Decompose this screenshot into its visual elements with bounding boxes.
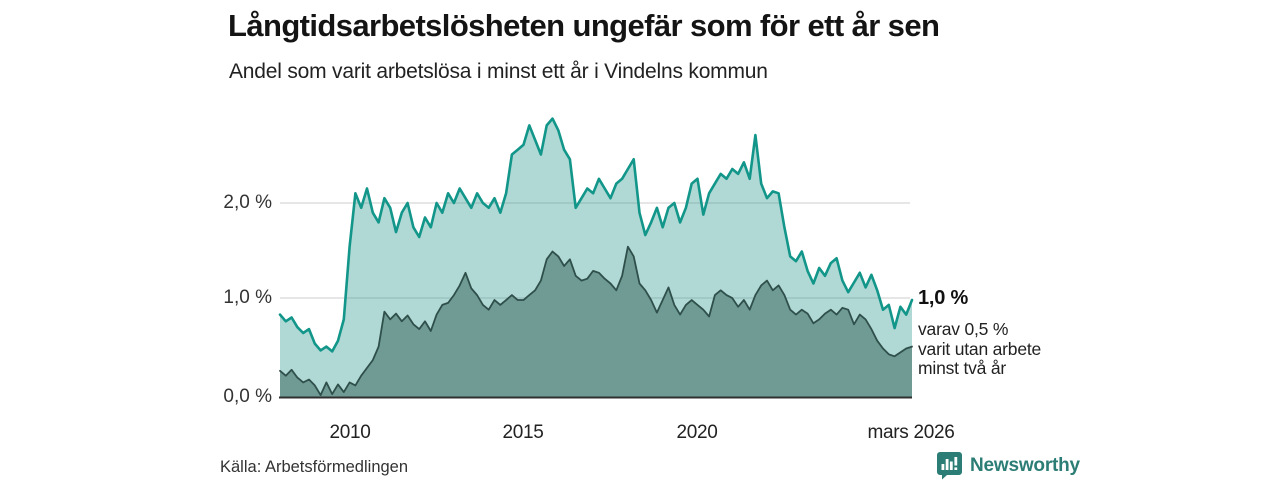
x-axis-label-2010: 2010 xyxy=(329,422,371,443)
end-value-note: varav 0,5 % varit utan arbete minst två … xyxy=(918,319,1042,379)
newsworthy-logo-icon xyxy=(937,452,962,480)
y-axis-label-1: 1,0 % xyxy=(223,287,272,308)
series-two-years-area xyxy=(280,246,912,397)
x-axis-label-2020: 2020 xyxy=(676,422,718,443)
y-axis-label-2: 2,0 % xyxy=(223,192,272,213)
chart-subtitle: Andel som varit arbetslösa i minst ett å… xyxy=(229,60,768,83)
source-label: Källa: Arbetsförmedlingen xyxy=(220,458,409,476)
bar-small xyxy=(941,464,945,470)
newsworthy-logo[interactable]: Newsworthy xyxy=(936,451,1080,480)
newsworthy-logo-text: Newsworthy xyxy=(970,454,1080,476)
end-note-line-1: varav 0,5 % xyxy=(918,319,1009,339)
bar-medium xyxy=(949,461,953,470)
end-note-line-3: minst två år xyxy=(918,358,1007,378)
y-axis-label-0: 0,0 % xyxy=(223,386,272,407)
speech-bubble-shape xyxy=(937,452,962,480)
series-two-years-line xyxy=(279,245,913,396)
end-value-label: 1,0 % xyxy=(918,287,969,309)
exclamation-stem xyxy=(954,457,958,466)
x-axis-label-mars-2026: mars 2026 xyxy=(867,422,955,443)
bar-large xyxy=(945,459,949,470)
chart-title: Långtidsarbetslösheten ungefär som för e… xyxy=(228,8,940,43)
x-axis-label-2015: 2015 xyxy=(502,422,544,443)
exclamation-dot xyxy=(954,467,958,470)
end-note-line-2: varit utan arbete xyxy=(918,338,1042,359)
series-total-line xyxy=(278,117,914,353)
